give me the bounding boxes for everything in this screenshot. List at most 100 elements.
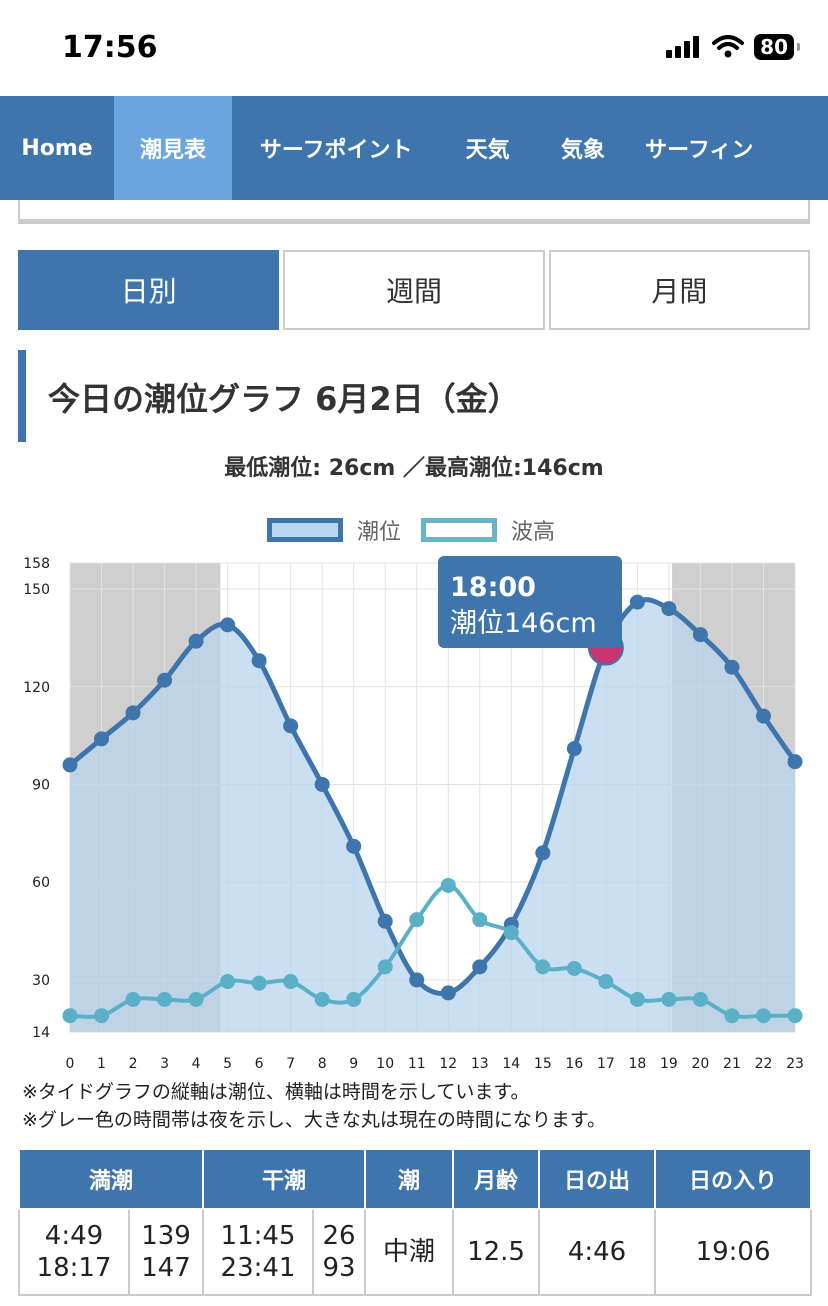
signal-icon <box>666 36 700 58</box>
status-time: 17:56 <box>62 30 158 65</box>
wave-point <box>598 974 614 990</box>
x-tick-label: 2 <box>129 1056 138 1072</box>
low-time-1: 11:45 <box>220 1221 296 1251</box>
x-tick-label: 15 <box>534 1056 552 1072</box>
tab-monthly[interactable]: 月間 <box>548 250 810 330</box>
high-tide-levels: 139 147 <box>127 1208 205 1296</box>
tide-point <box>188 633 204 649</box>
legend-tide-swatch[interactable] <box>266 518 343 542</box>
wave-point <box>314 991 330 1007</box>
y-tick-label: 158 <box>23 556 50 572</box>
x-tick-label: 4 <box>192 1056 201 1072</box>
x-tick-label: 16 <box>565 1056 583 1072</box>
tide-point <box>409 972 425 988</box>
x-tick-label: 1 <box>97 1056 106 1072</box>
nav-meteorology[interactable]: 気象 <box>560 138 605 163</box>
tide-point <box>566 741 582 757</box>
tide-min-max: 最低潮位: 26cm ／最高潮位:146cm <box>224 456 604 481</box>
note-night: ※グレー色の時間帯は夜を示し、大きな丸は現在の時間になります。 <box>22 1109 607 1131</box>
x-tick-label: 22 <box>755 1056 773 1072</box>
x-tick-label: 6 <box>255 1056 264 1072</box>
x-tick-label: 5 <box>223 1056 232 1072</box>
chart-tooltip: 18:00 潮位146cm <box>438 556 622 648</box>
tide-point <box>377 913 393 929</box>
low-level-1: 26 <box>322 1221 356 1251</box>
y-tick-label: 30 <box>32 973 50 989</box>
tab-daily[interactable]: 日別 <box>18 250 280 330</box>
header-sunrise: 日の出 <box>538 1148 657 1210</box>
header-high-tide: 満潮 <box>17 1148 205 1210</box>
y-tick-label: 14 <box>32 1025 50 1041</box>
wave-point <box>787 1008 803 1024</box>
nav-tide-table[interactable]: 潮見表 <box>114 96 232 200</box>
x-tick-label: 14 <box>502 1056 520 1072</box>
x-tick-label: 9 <box>349 1056 358 1072</box>
wave-point <box>661 991 677 1007</box>
tide-point <box>787 754 803 770</box>
wave-point <box>188 991 204 1007</box>
wave-point <box>125 991 141 1007</box>
wave-point <box>346 991 362 1007</box>
wave-point <box>503 925 519 941</box>
x-tick-label: 7 <box>286 1056 295 1072</box>
high-time-2: 18:17 <box>36 1253 112 1283</box>
tide-type: 中潮 <box>364 1208 455 1296</box>
low-tide-times: 11:45 23:41 <box>202 1208 315 1296</box>
tide-area <box>70 599 795 1032</box>
low-level-2: 93 <box>322 1253 356 1283</box>
wave-point <box>94 1008 110 1024</box>
wave-point <box>220 974 236 990</box>
chart-legend: 潮位 波高 <box>0 514 828 546</box>
tide-point <box>535 845 551 861</box>
tide-summary-table: 満潮 干潮 潮 月齢 日の出 日の入り 4:49 18:17 139 147 1… <box>17 1148 813 1296</box>
table-row: 4:49 18:17 139 147 11:45 23:41 26 93 中潮 … <box>18 1208 813 1296</box>
wave-point <box>566 960 582 976</box>
sunrise-time: 4:46 <box>538 1208 657 1296</box>
tide-point <box>440 985 456 1001</box>
note-axes: ※タイドグラフの縦軸は潮位、横軸は時間を示しています。 <box>22 1081 530 1103</box>
x-tick-label: 12 <box>439 1056 457 1072</box>
wave-point <box>377 959 393 975</box>
header-tide-type: 潮 <box>364 1148 455 1210</box>
tooltip-time: 18:00 <box>450 572 536 603</box>
tooltip-box <box>438 556 622 648</box>
nav-home[interactable]: Home <box>21 135 93 161</box>
legend-wave-label: 波高 <box>511 520 556 545</box>
moon-age: 12.5 <box>452 1208 541 1296</box>
tooltip-value: 潮位146cm <box>450 608 597 639</box>
nav-surfing[interactable]: サーフィン <box>645 138 754 163</box>
wave-point <box>629 991 645 1007</box>
high-tide-times: 4:49 18:17 <box>18 1208 130 1296</box>
tide-point <box>125 705 141 721</box>
x-tick-label: 23 <box>786 1056 804 1072</box>
high-time-1: 4:49 <box>44 1221 104 1251</box>
wave-point <box>409 912 425 928</box>
nav-surf-point[interactable]: サーフポイント <box>259 138 413 163</box>
wave-point <box>755 1008 771 1024</box>
tide-point <box>157 672 173 688</box>
x-tick-label: 21 <box>723 1056 741 1072</box>
wave-point <box>283 974 299 990</box>
tide-point <box>472 959 488 975</box>
nav-weather[interactable]: 天気 <box>465 138 510 163</box>
tide-point <box>94 731 110 747</box>
tide-point <box>629 594 645 610</box>
wave-point <box>251 975 267 991</box>
tide-point <box>692 627 708 643</box>
tide-point <box>220 617 236 633</box>
wave-point <box>724 1008 740 1024</box>
tide-point <box>283 718 299 734</box>
wave-point <box>472 912 488 928</box>
x-tick-label: 13 <box>471 1056 489 1072</box>
legend-wave-swatch[interactable] <box>421 518 497 542</box>
main-nav: Home 潮見表 サーフポイント 天気 気象 サーフィン <box>0 96 828 200</box>
x-tick-label: 3 <box>160 1056 169 1072</box>
x-tick-label: 10 <box>376 1056 394 1072</box>
tab-weekly[interactable]: 週間 <box>283 250 545 330</box>
wave-point <box>62 1008 78 1024</box>
low-time-2: 23:41 <box>220 1253 296 1283</box>
tide-point <box>314 776 330 792</box>
tide-point <box>346 838 362 854</box>
wifi-icon <box>712 35 745 58</box>
